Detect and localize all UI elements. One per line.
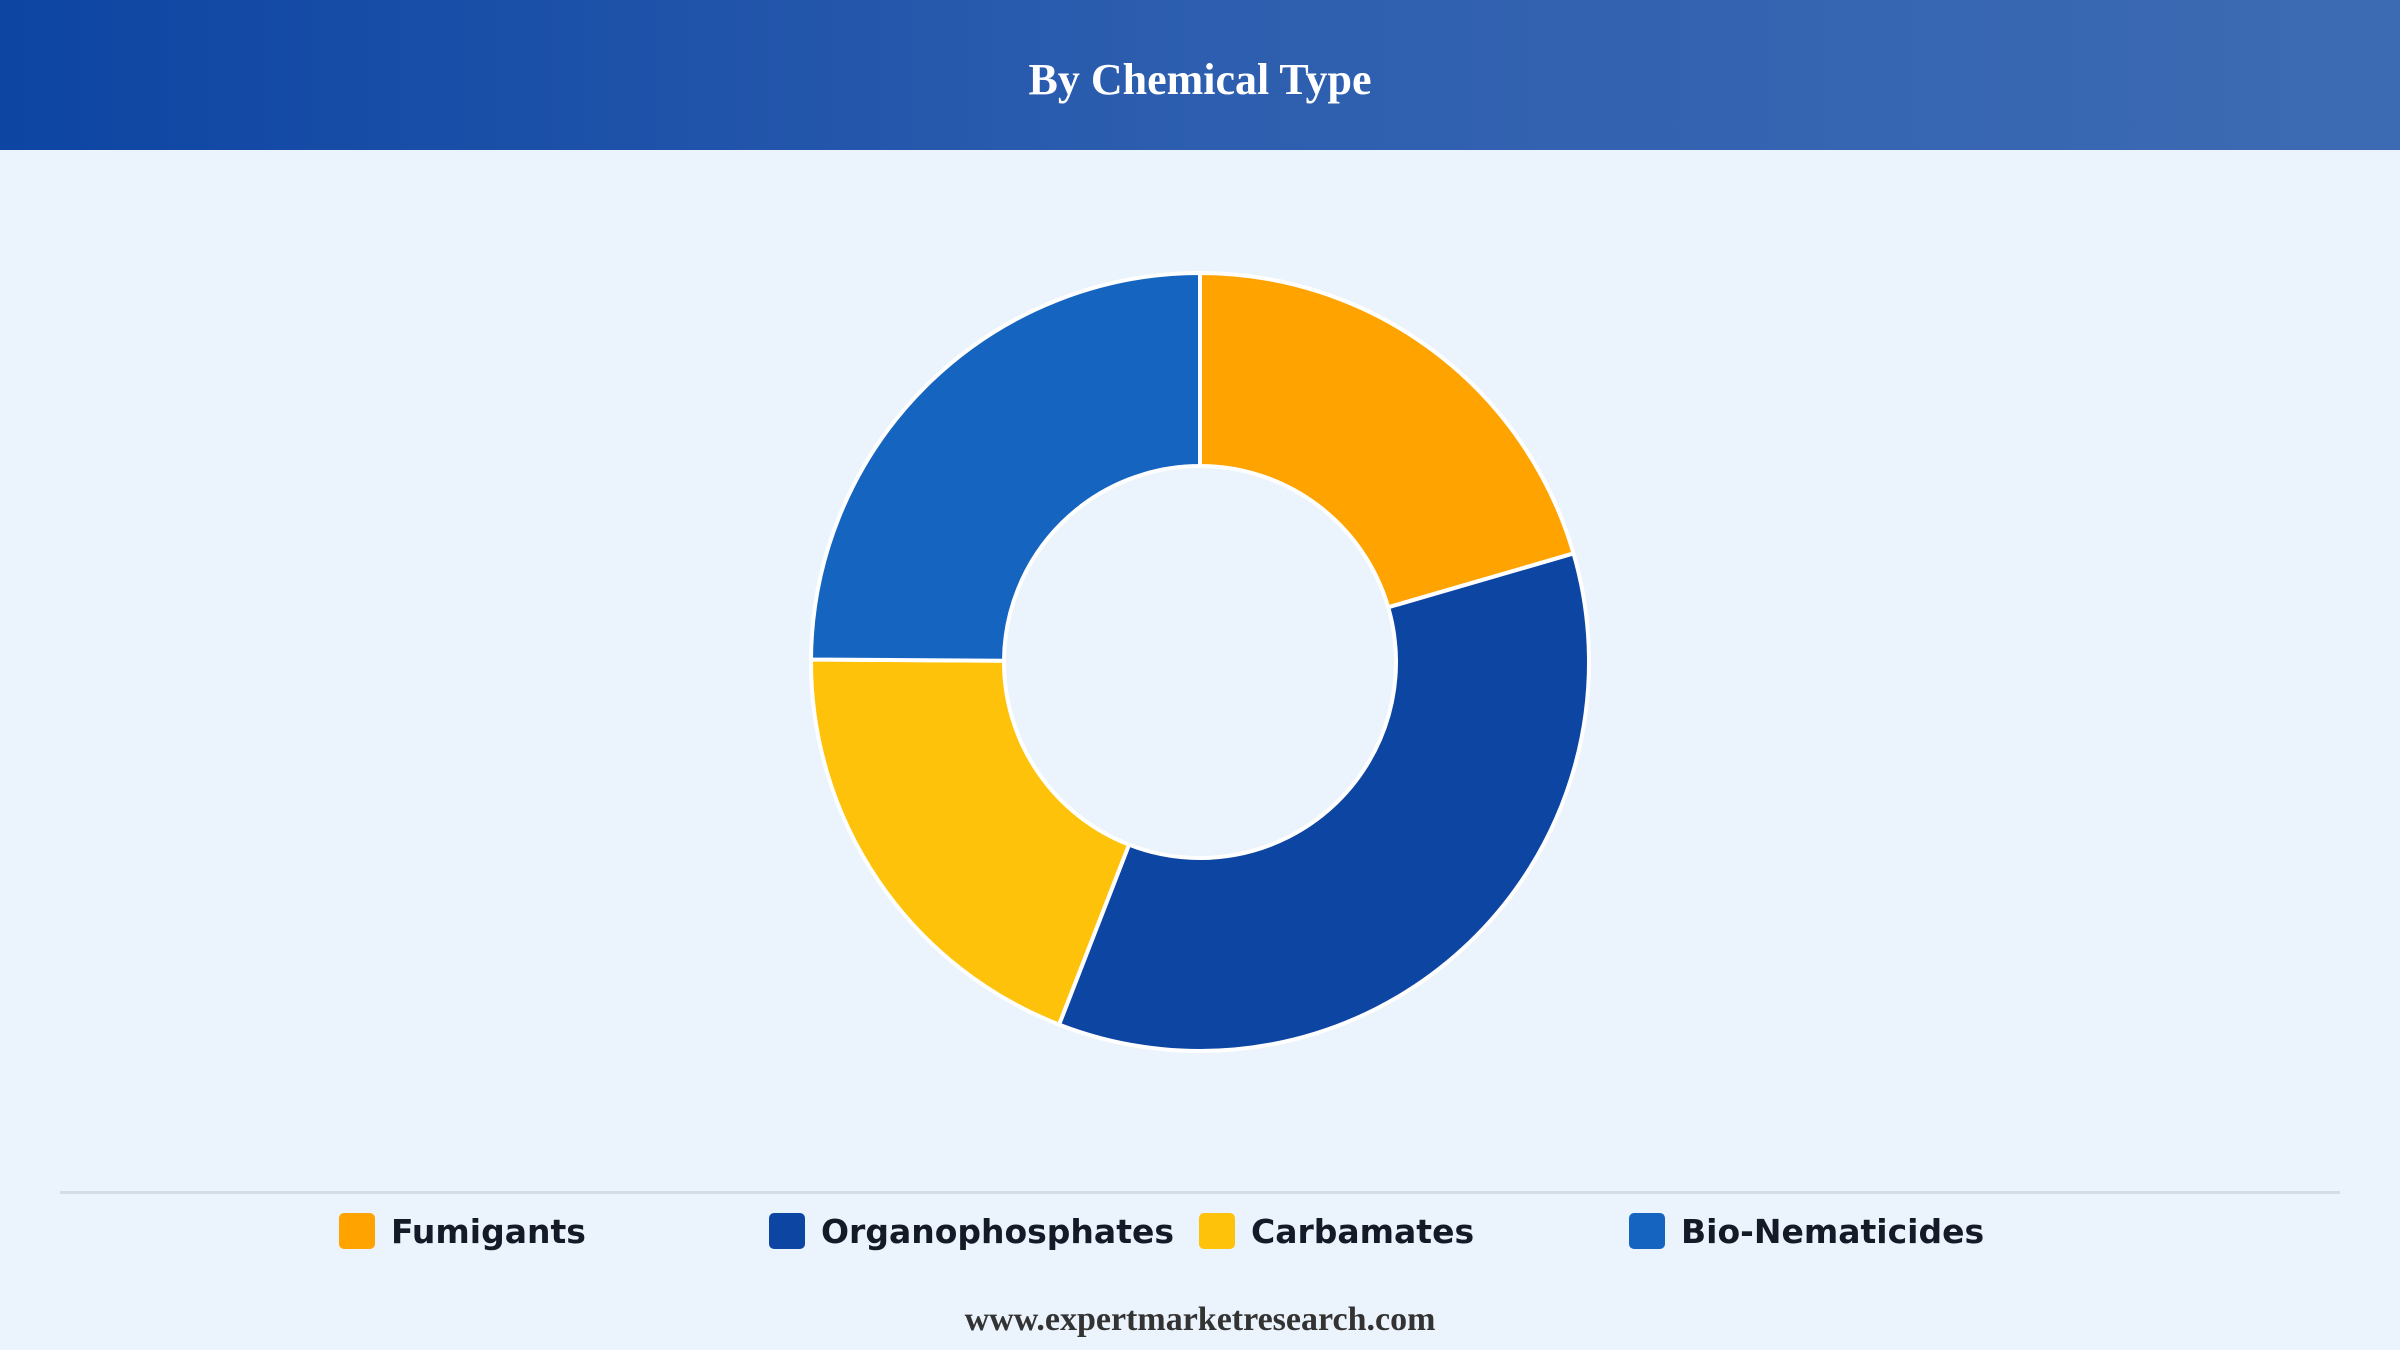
legend-item-bio-nematicides: Bio-Nematicides	[1629, 1201, 1984, 1261]
legend-divider	[60, 1191, 2340, 1194]
legend: Fumigants Organophosphates Carbamates Bi…	[0, 1201, 2400, 1261]
chart-title: By Chemical Type	[1028, 55, 1372, 104]
legend-swatch-fumigants	[339, 1213, 375, 1249]
slice-organophosphates	[1057, 551, 1591, 1053]
slice-fumigants	[1198, 271, 1576, 610]
legend-label-organophosphates: Organophosphates	[821, 1211, 1174, 1251]
legend-swatch-carbamates	[1199, 1213, 1235, 1249]
donut-chart	[809, 271, 1591, 1053]
header-bar	[0, 0, 2400, 150]
legend-item-carbamates: Carbamates	[1199, 1201, 1474, 1261]
legend-swatch-organophosphates	[769, 1213, 805, 1249]
legend-label-fumigants: Fumigants	[391, 1211, 586, 1251]
slice-carbamates	[809, 657, 1131, 1027]
legend-swatch-bio-nematicides	[1629, 1213, 1665, 1249]
slice-bio-nematicides	[809, 271, 1202, 663]
legend-label-carbamates: Carbamates	[1251, 1211, 1475, 1251]
legend-item-organophosphates: Organophosphates	[769, 1201, 1174, 1261]
legend-label-bio-nematicides: Bio-Nematicides	[1681, 1211, 1985, 1251]
source-url: www.expertmarketresearch.com	[964, 1301, 1436, 1338]
legend-item-fumigants: Fumigants	[339, 1201, 586, 1261]
